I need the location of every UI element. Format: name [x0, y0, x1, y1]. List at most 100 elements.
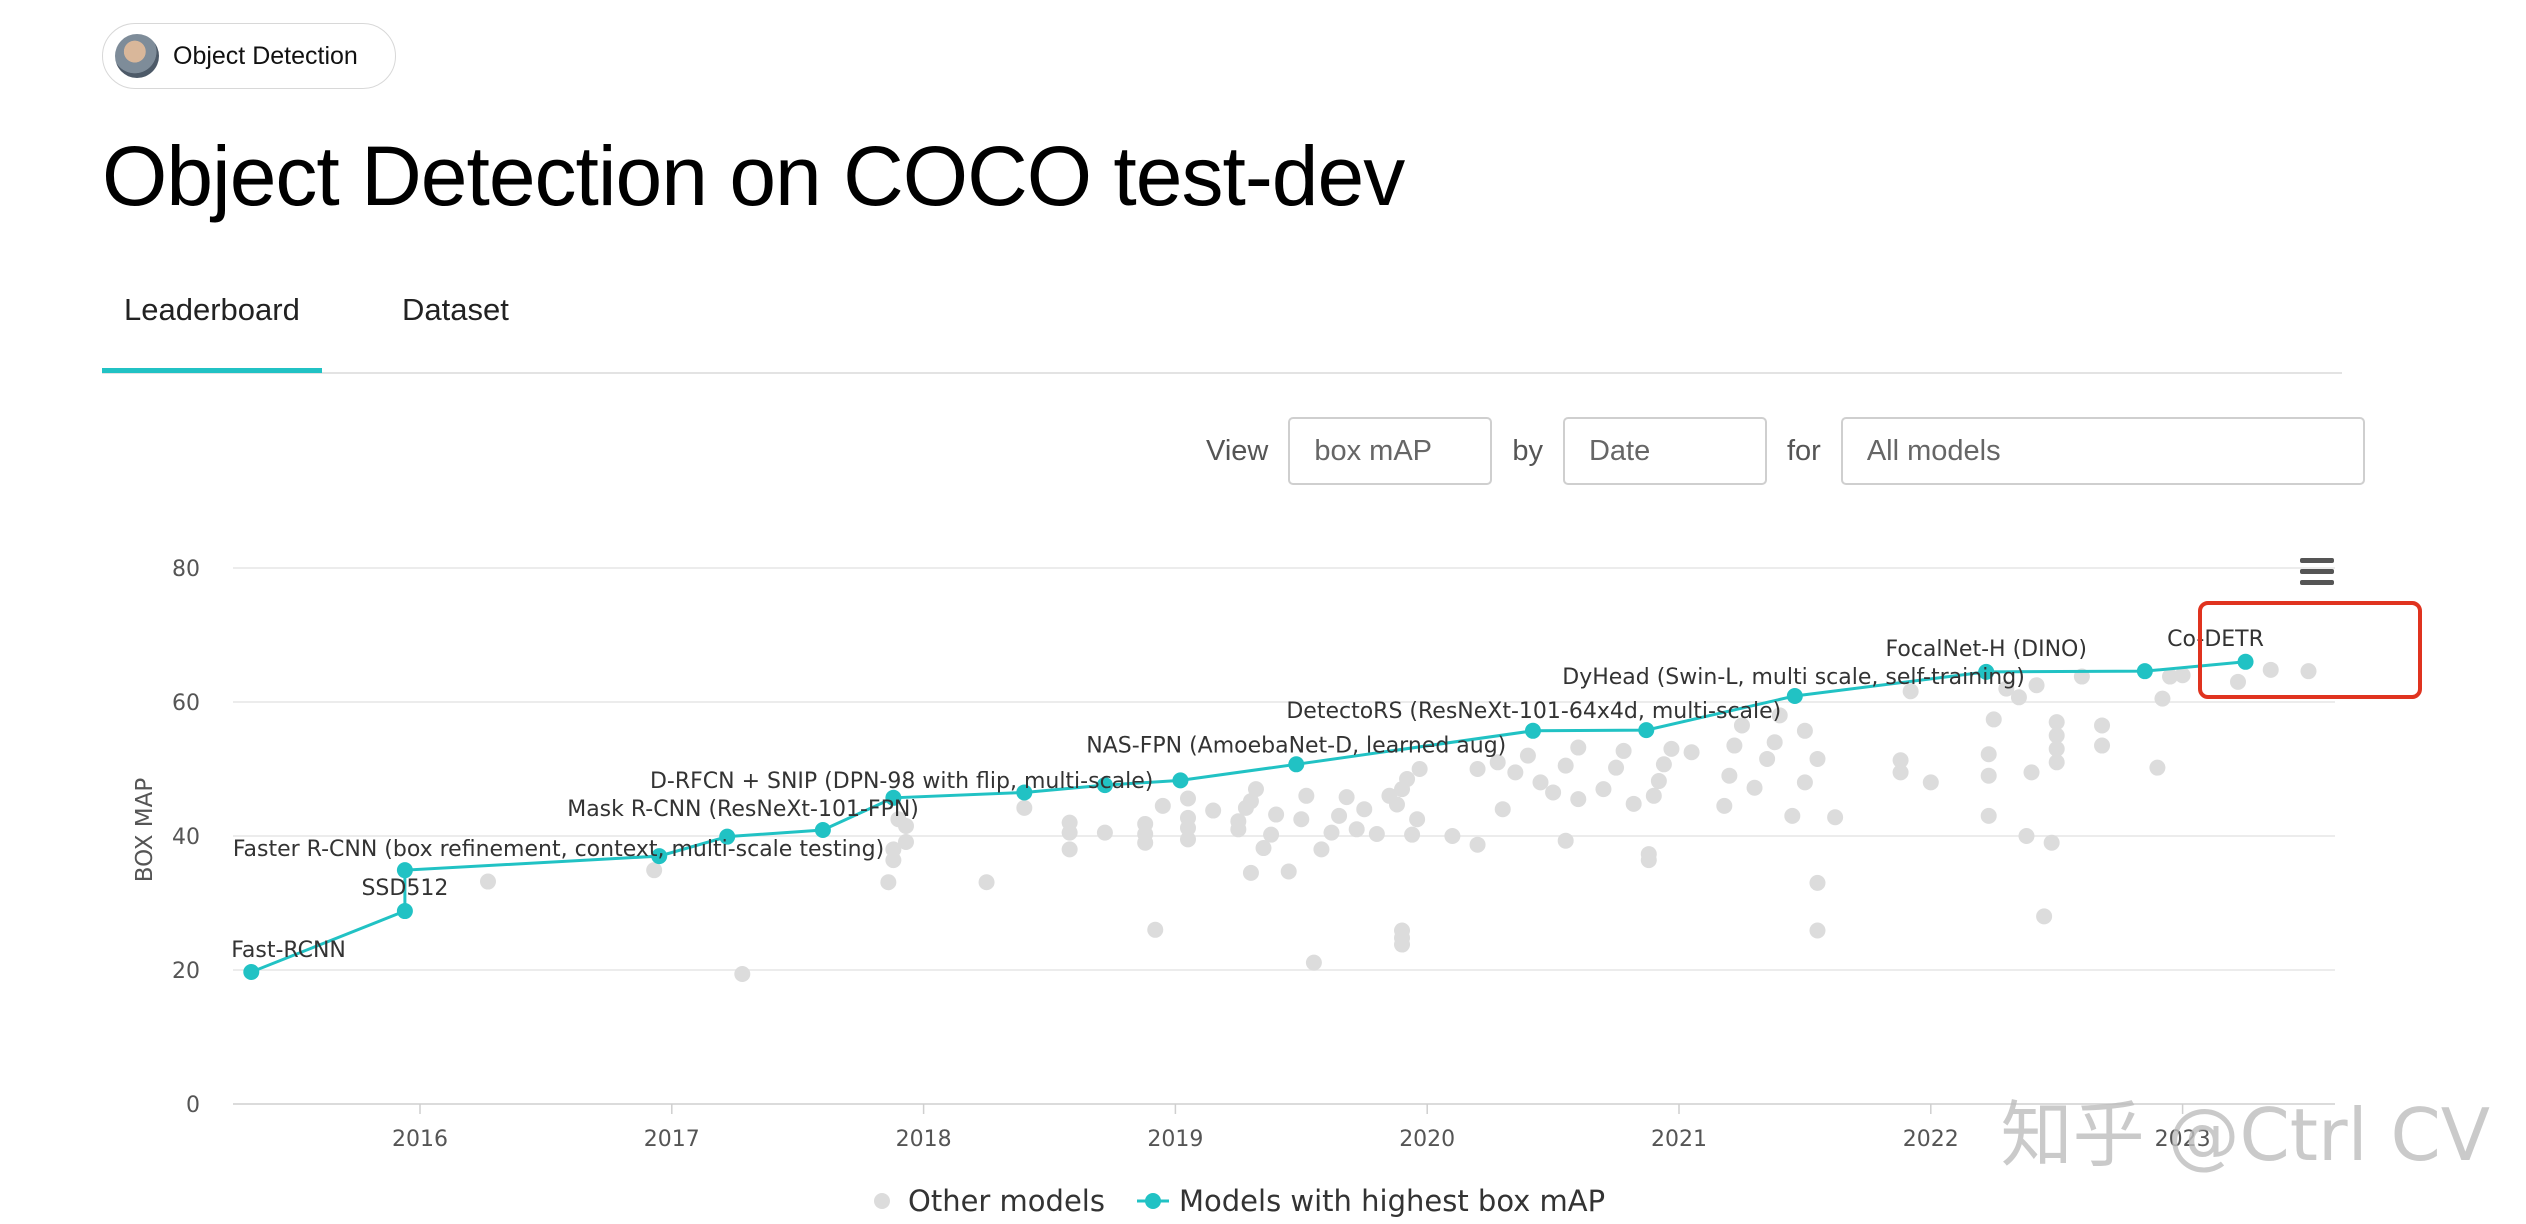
- page-title: Object Detection on COCO test-dev: [102, 129, 1405, 223]
- for-label: for: [1786, 434, 1821, 467]
- sota-point-label: D-RFCN + SNIP (DPN-98 with flip, multi-s…: [650, 769, 1153, 794]
- sota-model-point: [651, 848, 668, 865]
- other-model-point: [897, 834, 914, 851]
- legend-other-marker: [874, 1193, 890, 1209]
- y-tick-label: 60: [172, 691, 200, 716]
- other-model-point: [1892, 764, 1909, 781]
- sota-model-point: [814, 821, 831, 838]
- legend: Other models Models with highest box mAP: [874, 1184, 1605, 1218]
- x-axis-ticks: 2016 2017 2018 2019 2020 2021 2022 2023: [392, 1104, 2211, 1152]
- other-model-point: [2048, 727, 2065, 744]
- watermark: 知乎 @Ctrl CV: [2001, 1093, 2490, 1177]
- sota-model-point: [396, 903, 413, 920]
- other-model-point: [1892, 752, 1909, 769]
- sota-model-point: [719, 828, 736, 845]
- other-model-point: [1399, 771, 1416, 788]
- other-model-point: [1608, 759, 1625, 776]
- grid-lines: [233, 567, 2335, 1105]
- other-model-point: [885, 841, 902, 858]
- other-model-point: [1640, 846, 1657, 863]
- sota-model-point: [2237, 653, 2254, 670]
- task-chip[interactable]: Object Detection: [102, 23, 396, 89]
- other-model-point: [2149, 759, 2166, 776]
- other-model-point: [1313, 841, 1330, 858]
- legend-other-label[interactable]: Other models: [908, 1184, 1105, 1218]
- other-model-point: [1759, 750, 1776, 767]
- other-model-point: [1137, 834, 1154, 851]
- other-model-point: [1469, 836, 1486, 853]
- other-model-point: [1356, 801, 1373, 818]
- other-model-point: [1796, 722, 1813, 739]
- y-tick-label: 80: [172, 557, 200, 582]
- sota-model-point: [1016, 784, 1033, 801]
- other-model-point: [1242, 793, 1259, 810]
- x-tick-label: 2021: [1651, 1127, 1707, 1152]
- other-model-point: [1338, 789, 1355, 806]
- other-model-point: [479, 873, 496, 890]
- other-model-point: [2043, 834, 2060, 851]
- other-model-point: [1663, 740, 1680, 757]
- other-model-point: [1268, 806, 1285, 823]
- chart-filters: View box mAP by Date for All models: [1186, 416, 2365, 486]
- sota-point-label: Mask R-CNN (ResNeXt-101-FPN): [567, 797, 919, 822]
- other-model-point: [1388, 796, 1405, 813]
- sota-model-point: [1096, 777, 1113, 794]
- other-model-point: [1247, 781, 1264, 798]
- metric-select[interactable]: box mAP: [1288, 417, 1493, 485]
- other-model-point: [1519, 747, 1536, 764]
- sota-model-point: [885, 789, 902, 806]
- x-tick-label: 2018: [896, 1127, 952, 1152]
- tab-bar: Leaderboard Dataset: [102, 280, 2342, 374]
- other-model-point: [1394, 922, 1411, 939]
- other-model-point: [978, 874, 995, 891]
- sota-point-label: Fast-RCNN: [231, 938, 346, 963]
- sota-point-label: Co-DETR: [2167, 627, 2264, 652]
- other-model-point: [1645, 787, 1662, 804]
- other-model-point: [1771, 707, 1788, 724]
- x-tick-label: 2022: [1903, 1127, 1959, 1152]
- other-model-point: [1298, 787, 1315, 804]
- sota-model-point: [1172, 772, 1189, 789]
- other-model-point: [1263, 826, 1280, 843]
- other-model-point: [1137, 815, 1154, 832]
- other-model-point: [1809, 750, 1826, 767]
- legend-sota-label[interactable]: Models with highest box mAP: [1179, 1184, 1605, 1218]
- other-model-point: [2262, 661, 2279, 678]
- other-model-point: [2154, 690, 2171, 707]
- other-model-point: [2174, 667, 2191, 684]
- x-tick-label: 2020: [1399, 1127, 1455, 1152]
- other-model-point: [1179, 831, 1196, 848]
- menu-bar-top: [2300, 558, 2334, 563]
- other-model-point: [1489, 754, 1506, 771]
- sota-line: [250, 660, 2246, 974]
- date-select[interactable]: Date: [1562, 417, 1767, 485]
- other-model-point: [1280, 863, 1297, 880]
- chip-label: Object Detection: [173, 41, 358, 70]
- other-model-point: [2094, 737, 2111, 754]
- other-model-point: [1411, 761, 1428, 777]
- other-model-point: [2048, 754, 2065, 771]
- other-model-point: [2229, 673, 2246, 690]
- sota-models-series: [243, 653, 2254, 981]
- x-tick-label: 2016: [392, 1127, 448, 1152]
- other-model-point: [1096, 824, 1113, 841]
- sota-model-point: [1978, 663, 1995, 680]
- other-model-point: [2048, 740, 2065, 757]
- sota-model-point: [243, 964, 260, 981]
- other-model-point: [1655, 756, 1672, 773]
- other-model-point: [1980, 807, 1997, 824]
- by-label: by: [1512, 434, 1543, 467]
- tab-dataset[interactable]: Dataset: [402, 292, 509, 327]
- hamburger-menu-icon[interactable]: [2300, 558, 2334, 585]
- models-select[interactable]: All models: [1840, 417, 2365, 485]
- other-model-point: [1922, 774, 1939, 791]
- other-model-point: [1061, 841, 1078, 858]
- tab-leaderboard[interactable]: Leaderboard: [102, 292, 322, 373]
- other-model-point: [2023, 764, 2040, 781]
- other-model-point: [1242, 864, 1259, 881]
- other-model-point: [2028, 677, 2045, 694]
- sota-model-point: [1786, 687, 1803, 704]
- menu-bar-middle: [2300, 569, 2334, 574]
- other-model-point: [1615, 742, 1632, 759]
